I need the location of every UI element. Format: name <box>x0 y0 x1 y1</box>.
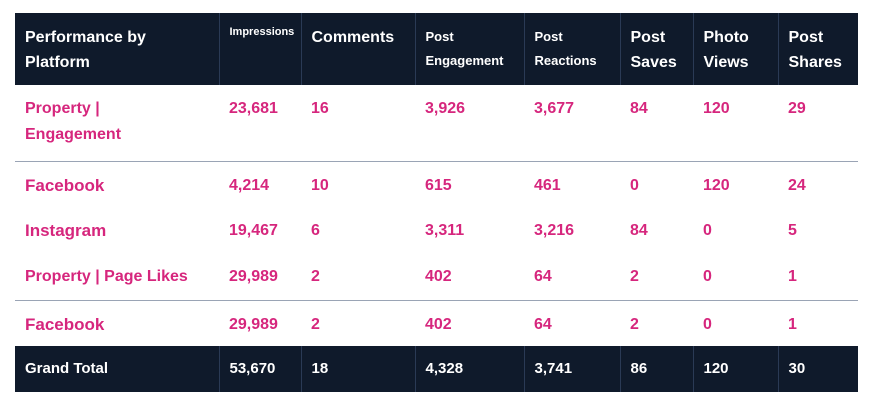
header-row: Performance by Platform Impressions Comm… <box>15 13 858 85</box>
row-label: Instagram <box>25 221 107 240</box>
cell-comments: 16 <box>301 85 415 162</box>
table-row: Property | Page Likes 29,989 2 402 64 2 … <box>15 253 858 301</box>
table-row: Facebook 29,989 2 402 64 2 0 1 <box>15 300 858 346</box>
cell-photo-views: 120 <box>703 176 730 194</box>
total-label: Grand Total <box>15 346 220 392</box>
cell-photo-views: 120 <box>693 85 778 162</box>
cell-comments: 2 <box>311 315 320 333</box>
table-header: Performance by Platform Impressions Comm… <box>15 13 858 85</box>
total-post-reactions: 3,741 <box>524 346 621 392</box>
cell-post-saves: 2 <box>630 315 639 333</box>
cell-post-reactions: 64 <box>524 253 620 301</box>
total-post-saves: 86 <box>620 346 694 392</box>
row-label: Property | Engagement <box>15 85 219 162</box>
cell-post-engagement: 615 <box>425 176 452 194</box>
row-label: Facebook <box>25 175 105 195</box>
table-row: Property | Engagement 23,681 16 3,926 3,… <box>15 85 858 162</box>
cell-post-reactions: 3,216 <box>534 222 575 239</box>
cell-impressions: 23,681 <box>219 85 301 162</box>
cell-photo-views: 0 <box>693 253 778 301</box>
cell-photo-views: 0 <box>703 315 712 333</box>
header-platform: Performance by Platform <box>15 13 220 85</box>
total-comments: 18 <box>301 346 416 392</box>
cell-comments: 2 <box>301 253 415 301</box>
cell-impressions: 4,214 <box>229 176 270 194</box>
table-row: Instagram 19,467 6 3,311 3,216 84 0 5 <box>15 207 858 253</box>
performance-table-container: Performance by Platform Impressions Comm… <box>15 13 858 392</box>
cell-post-shares: 1 <box>778 253 858 301</box>
cell-post-engagement: 3,926 <box>415 85 524 162</box>
cell-post-engagement: 402 <box>415 253 524 301</box>
cell-post-saves: 84 <box>620 85 693 162</box>
header-photo-views: Photo Views <box>693 13 779 85</box>
performance-table: Performance by Platform Impressions Comm… <box>15 13 858 392</box>
cell-post-shares: 1 <box>788 315 797 333</box>
total-post-shares: 30 <box>778 346 858 392</box>
total-photo-views: 120 <box>693 346 779 392</box>
total-post-engagement: 4,328 <box>415 346 525 392</box>
cell-post-shares: 5 <box>788 222 797 239</box>
cell-post-shares: 29 <box>778 85 858 162</box>
header-post-saves: Post Saves <box>620 13 694 85</box>
cell-impressions: 29,989 <box>229 315 278 333</box>
grand-total-row: Grand Total 53,670 18 4,328 3,741 86 120… <box>15 346 858 392</box>
cell-photo-views: 0 <box>703 222 712 239</box>
header-post-shares: Post Shares <box>778 13 858 85</box>
cell-comments: 6 <box>311 222 320 239</box>
cell-post-engagement: 3,311 <box>425 222 465 239</box>
cell-comments: 10 <box>311 176 329 194</box>
cell-impressions: 29,989 <box>219 253 301 301</box>
table-row: Facebook 4,214 10 615 461 0 120 24 <box>15 161 858 207</box>
row-label: Property | Page Likes <box>15 253 219 301</box>
header-post-reactions: Post Reactions <box>524 13 621 85</box>
cell-impressions: 19,467 <box>229 222 278 239</box>
table-body: Property | Engagement 23,681 16 3,926 3,… <box>15 85 858 392</box>
cell-post-reactions: 64 <box>534 315 552 333</box>
cell-post-saves: 84 <box>630 222 648 239</box>
header-post-engagement: Post Engagement <box>415 13 525 85</box>
cell-post-shares: 24 <box>788 176 806 194</box>
header-comments: Comments <box>301 13 416 85</box>
cell-post-engagement: 402 <box>425 315 452 333</box>
cell-post-saves: 0 <box>630 176 639 194</box>
cell-post-reactions: 461 <box>534 176 561 194</box>
cell-post-reactions: 3,677 <box>524 85 620 162</box>
row-label: Facebook <box>25 314 105 334</box>
cell-post-saves: 2 <box>620 253 693 301</box>
total-impressions: 53,670 <box>219 346 302 392</box>
header-impressions: Impressions <box>219 13 302 85</box>
